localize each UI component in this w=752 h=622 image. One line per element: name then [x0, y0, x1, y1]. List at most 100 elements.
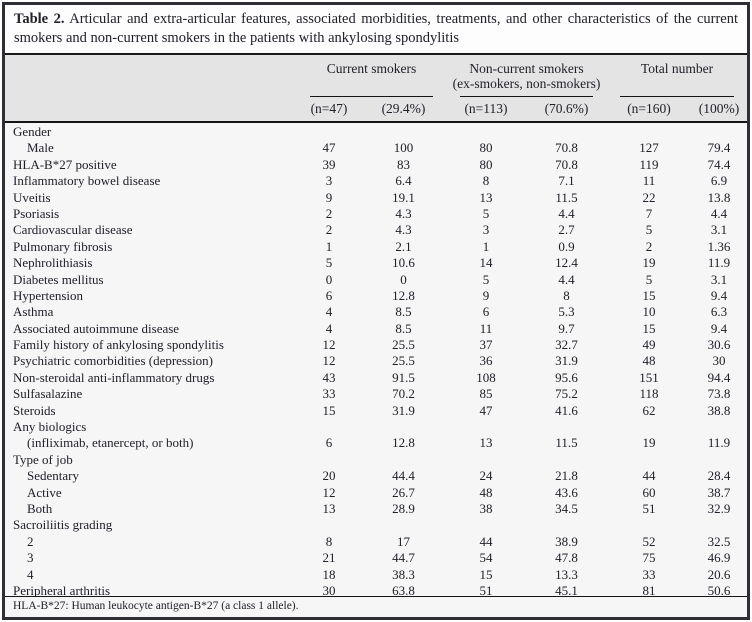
row-label: Asthma: [13, 304, 54, 320]
cell-noncurrent-n: [446, 452, 526, 468]
row-label: 2: [27, 533, 34, 549]
cell-noncurrent-n: 6: [482, 304, 490, 320]
cell-noncurrent-n: 51: [479, 582, 493, 596]
cell-current-n: [297, 124, 361, 140]
cell-current-n: 21: [322, 550, 336, 566]
cell-noncurrent-pct: [526, 452, 607, 468]
cell-noncurrent-pct: 32.7: [555, 337, 578, 353]
cell-total-n: 5: [645, 222, 653, 238]
table-row: 4 18 38.3 15 13.3 33 20.6: [5, 567, 747, 583]
cell-total-n: 7: [645, 205, 653, 221]
cell-noncurrent-pct: 7.1: [558, 173, 575, 189]
table-body: Gender Male 47 100 80 70.8 127 79.4 HLA-…: [5, 123, 747, 596]
row-label: Active: [27, 484, 62, 500]
cell-total-n: [607, 452, 691, 468]
cell-current-pct: 70.2: [392, 386, 415, 402]
cell-noncurrent-pct: 2.7: [558, 222, 575, 238]
row-label: (infliximab, etanercept, or both): [27, 435, 194, 451]
cell-total-n: 151: [639, 369, 659, 385]
cell-noncurrent-n: 80: [479, 140, 493, 156]
cell-total-n: 127: [639, 140, 659, 156]
cell-current-n: 2: [325, 205, 333, 221]
cell-total-n: 15: [642, 287, 656, 303]
cell-current-pct: 91.5: [392, 369, 415, 385]
cell-current-n: 12: [322, 337, 336, 353]
cell-current-n: 0: [325, 271, 333, 287]
cell-noncurrent-n: 13: [479, 435, 493, 451]
cell-noncurrent-pct: 4.4: [558, 205, 575, 221]
row-label: Male: [27, 140, 54, 156]
cell-current-n: 2: [325, 222, 333, 238]
table-row: Male 47 100 80 70.8 127 79.4: [5, 140, 747, 156]
row-label: Nephrolithiasis: [13, 255, 93, 271]
row-label: Sulfasalazine: [13, 386, 83, 402]
cell-total-n: [607, 419, 691, 435]
table-row: Non-steroidal anti-inflammatory drugs 43…: [5, 370, 747, 386]
cell-current-pct: 12.8: [392, 435, 415, 451]
cell-current-pct: 0: [400, 271, 407, 287]
cell-current-pct: 25.5: [392, 337, 415, 353]
row-label: HLA-B*27 positive: [13, 156, 117, 172]
cell-noncurrent-pct: 11.5: [555, 435, 578, 451]
cell-total-n: 15: [642, 320, 656, 336]
cell-current-n: 13: [322, 500, 336, 516]
cell-total-n: 81: [642, 582, 656, 596]
table-row: Cardiovascular disease 2 4.3 3 2.7 5 3.1: [5, 222, 747, 238]
cell-total-pct: 79.4: [707, 140, 731, 156]
cell-total-pct: 94.4: [707, 369, 731, 385]
cell-total-n: 33: [642, 566, 656, 582]
cell-total-pct: 46.9: [707, 550, 731, 566]
cell-total-n: 51: [642, 500, 656, 516]
cell-noncurrent-pct: 41.6: [555, 402, 578, 418]
table-row: Diabetes mellitus 0 0 5 4.4 5 3.1: [5, 272, 747, 288]
column-group-current-smokers: Current smokers: [297, 61, 446, 97]
cell-current-pct: 4.3: [395, 222, 412, 238]
cell-noncurrent-n: 14: [479, 255, 493, 271]
cell-total-n: 75: [642, 550, 656, 566]
table-row: Psoriasis 2 4.3 5 4.4 7 4.4: [5, 206, 747, 222]
column-group-non-current-smokers: Non-current smokers (ex-smokers, non-smo…: [446, 61, 607, 97]
table-row: Both 13 28.9 38 34.5 51 32.9: [5, 501, 747, 517]
table-row: Associated autoimmune disease 4 8.5 11 9…: [5, 321, 747, 337]
cell-noncurrent-n: 24: [479, 468, 493, 484]
row-label: Type of job: [13, 451, 73, 467]
cell-total-pct: 11.9: [707, 255, 731, 271]
cell-noncurrent-n: [446, 517, 526, 533]
cell-total-pct: 3.1: [710, 222, 728, 238]
cell-total-pct: 3.1: [710, 271, 728, 287]
row-label: Steroids: [13, 402, 56, 418]
cell-total-pct: 11.9: [707, 435, 731, 451]
cell-noncurrent-n: 8: [482, 173, 490, 189]
table-row: HLA-B*27 positive 39 83 80 70.8 119 74.4: [5, 157, 747, 173]
subheader-pct-total: (100%): [698, 101, 740, 116]
row-label: Psoriasis: [13, 205, 60, 221]
cell-current-n: 3: [325, 173, 333, 189]
cell-noncurrent-pct: 43.6: [555, 484, 578, 500]
cell-total-pct: 32.9: [707, 500, 731, 516]
cell-noncurrent-pct: 47.8: [555, 550, 578, 566]
table-title: Table 2. Articular and extra-articular f…: [5, 5, 747, 55]
row-label: Gender: [13, 124, 52, 139]
cell-current-n: 8: [325, 533, 333, 549]
cell-total-pct: [691, 124, 747, 140]
column-group-underline: [460, 96, 593, 97]
cell-total-n: 22: [642, 189, 656, 205]
cell-total-pct: 28.4: [707, 468, 731, 484]
cell-noncurrent-pct: 31.9: [555, 353, 578, 369]
cell-current-pct: [361, 452, 446, 468]
table-row: Inflammatory bowel disease 3 6.4 8 7.1 1…: [5, 173, 747, 189]
subheader-pct-current: (29.4%): [381, 101, 426, 116]
cell-total-n: 19: [642, 255, 656, 271]
row-label: Non-steroidal anti-inflammatory drugs: [13, 369, 215, 385]
table-row: Uveitis 9 19.1 13 11.5 22 13.8: [5, 190, 747, 206]
cell-current-n: 39: [322, 156, 336, 172]
cell-current-n: 15: [322, 402, 336, 418]
cell-total-n: 5: [645, 271, 653, 287]
row-label: Sacroiliitis grading: [13, 517, 113, 533]
table-title-number: Table 2.: [14, 11, 65, 27]
table-row: Sacroiliitis grading: [5, 517, 747, 533]
cell-current-pct: 12.8: [392, 287, 415, 303]
cell-noncurrent-n: 1: [482, 238, 490, 254]
footnote-text: HLA-B*27: Human leukocyte antigen-B*27 (…: [13, 600, 299, 612]
cell-current-n: 33: [322, 386, 336, 402]
